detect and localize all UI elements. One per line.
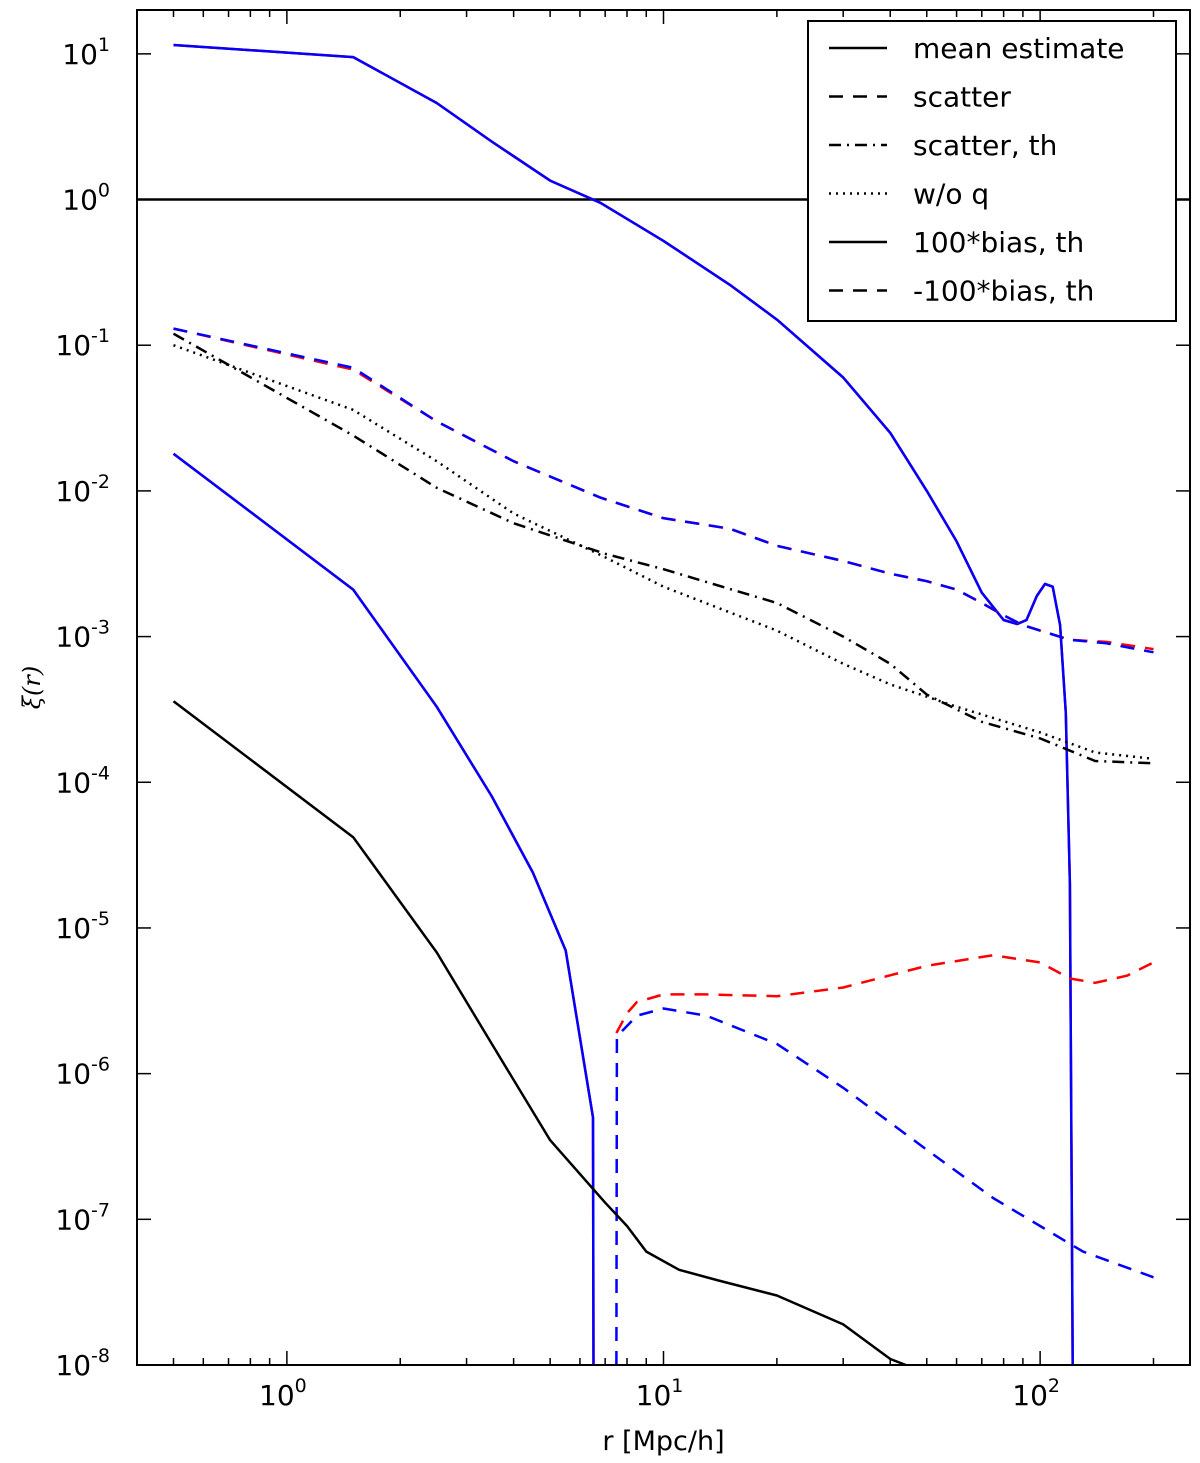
y-tick-label: 10-6: [55, 1054, 110, 1091]
y-tick-label: 10-8: [55, 1345, 110, 1382]
legend-box: [807, 20, 1177, 322]
series-line-scatter-blue: [173, 327, 1154, 654]
series-line-without-q: [173, 344, 1154, 761]
y-tick-label: 10-3: [55, 617, 110, 654]
series-line-bias-th-red: [172, 452, 595, 1365]
x-tick-label: 101: [636, 1375, 684, 1412]
legend: mean estimate scatter scatter, th w/o q 100*…: [807, 20, 1177, 322]
legend-label: -100*bias, th: [913, 275, 1094, 308]
series-line-neg-bias-th-red: [615, 953, 1155, 1034]
legend-label: scatter: [913, 81, 1011, 114]
y-tick-label: 101: [62, 34, 110, 71]
legend-label: 100*bias, th: [913, 226, 1084, 259]
x-tick-label: 100: [259, 1375, 307, 1412]
x-tick-label: 102: [1012, 1375, 1060, 1412]
series-line-bias-th-blue: [172, 452, 595, 1365]
series-line-scatter-th: [172, 332, 1154, 765]
y-tick-label: 10-5: [55, 908, 110, 945]
y-tick-label: 10-7: [55, 1199, 110, 1236]
series-line-mean-estimate-blue: [173, 43, 1074, 1365]
y-tick-label: 10-1: [55, 325, 110, 362]
series-line-mean-estimate-black: [172, 700, 907, 1365]
y-tick-label: 10-2: [55, 471, 110, 508]
legend-label: scatter, th: [913, 129, 1057, 162]
series-line-scatter-red: [173, 327, 1154, 651]
plot-lines: [137, 43, 1190, 1365]
y-tick-label: 100: [62, 180, 110, 217]
legend-label: w/o q: [913, 178, 989, 211]
y-axis-label: ξ(r): [18, 666, 46, 709]
axis-tick-labels: 100 101 102 101 100 10-1 10-2 10-3 10-4 10-5 10-6 1…: [55, 34, 1060, 1412]
legend-label: mean estimate: [913, 32, 1125, 65]
y-tick-label: 10-4: [55, 762, 110, 799]
x-axis-label: r [Mpc/h]: [602, 1426, 724, 1457]
